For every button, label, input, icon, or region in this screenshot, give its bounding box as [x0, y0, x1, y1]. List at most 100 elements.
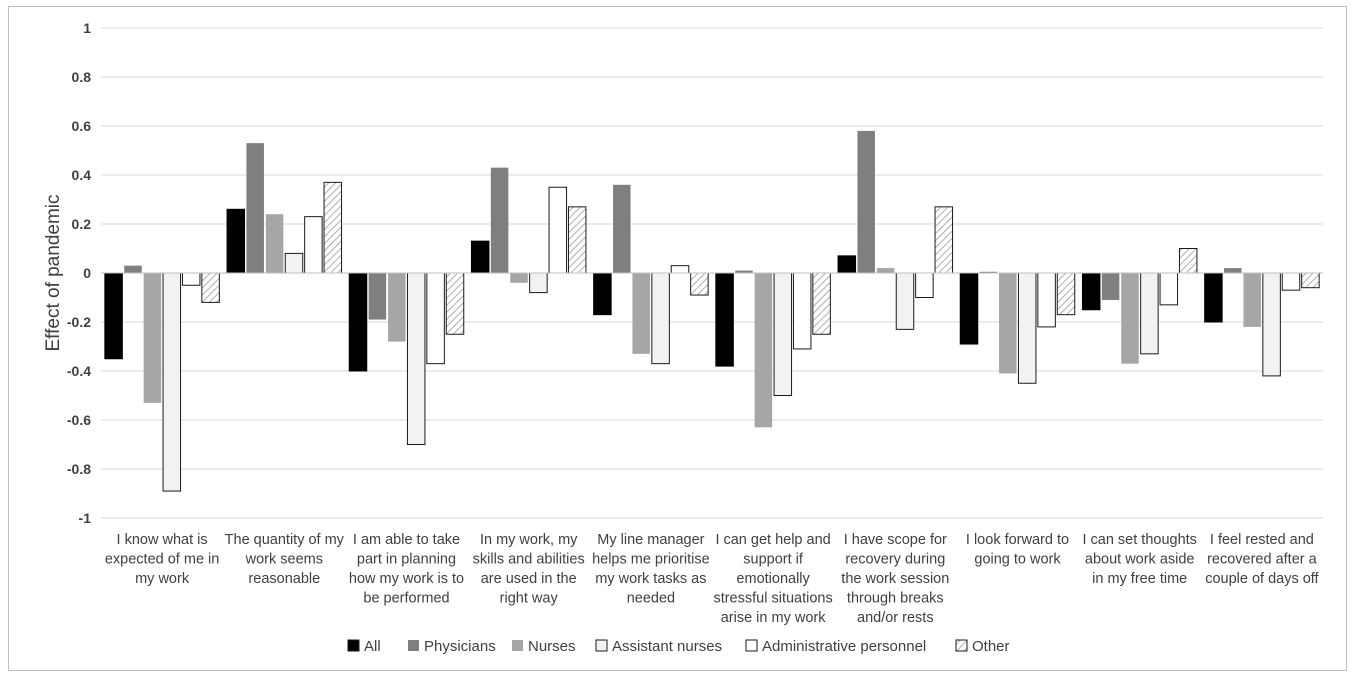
bar-administrative-personnel	[304, 216, 323, 274]
bar-assistant-nurses	[284, 252, 304, 274]
y-tick-label: -0.8	[67, 461, 91, 477]
bar-all	[715, 272, 734, 367]
legend-label: Other	[972, 638, 1010, 655]
bar-physicians	[735, 270, 753, 273]
bar-all	[959, 272, 979, 345]
legend-swatch	[408, 640, 419, 651]
bar-nurses	[632, 273, 650, 354]
bar-physicians	[490, 167, 509, 273]
bar-other	[934, 206, 954, 274]
bar-nurses	[999, 273, 1017, 374]
y-tick-label: 1	[83, 20, 91, 36]
gridlines	[101, 27, 1323, 519]
y-tick-label: -0.2	[67, 314, 91, 330]
y-tick-labels: 1 0.8 0.6 0.4 0.2 0 -0.2 -0.4 -0.6 -0.8 -1	[67, 20, 91, 526]
y-tick-label: 0	[83, 265, 91, 281]
bar-other	[690, 272, 709, 296]
bar-physicians	[368, 273, 387, 320]
bar-assistant-nurses	[162, 272, 182, 492]
bar-other	[812, 272, 831, 335]
bar-nurses	[1243, 273, 1261, 327]
bar-administrative-personnel	[426, 272, 445, 365]
bar-all	[1081, 272, 1101, 311]
bar-assistant-nurses	[406, 272, 426, 445]
bar-all	[1204, 272, 1223, 323]
x-tick-label: I can get help and support if emotionally s…	[713, 532, 832, 626]
bar-administrative-personnel	[1037, 272, 1056, 328]
bar-assistant-nurses	[1017, 272, 1037, 384]
bar-other	[1301, 272, 1320, 289]
bar-assistant-nurses	[651, 272, 670, 365]
bar-physicians	[246, 143, 264, 273]
bar-other	[323, 181, 343, 274]
y-tick-label: 0.8	[72, 69, 92, 85]
bar-other	[1178, 248, 1198, 274]
x-tick-label: I have scope for recovery during the work …	[841, 532, 949, 626]
y-tick-label: -0.6	[67, 412, 91, 428]
bar-nurses	[510, 273, 528, 283]
bar-assistant-nurses	[895, 272, 915, 330]
bar-assistant-nurses	[1140, 272, 1159, 355]
bar-nurses	[1121, 273, 1139, 364]
legend-swatch	[745, 639, 758, 652]
legend-label: Administrative personnel	[762, 638, 926, 655]
chart-frame: Effect of pandemic 1 0.8 0.6 0.4 0.2 0 -0.2 -0.…	[8, 6, 1347, 671]
bar-chart: Effect of pandemic 1 0.8 0.6 0.4 0.2 0 -0.2 -0.…	[43, 20, 1323, 655]
bar-physicians	[613, 184, 631, 273]
legend: All Physicians Nurses Assistant nurses Admin…	[347, 638, 1010, 655]
y-tick-label: -0.4	[67, 363, 91, 379]
x-tick-label: The quantity of my work seems reasonable	[225, 532, 345, 587]
y-tick-label: 0.6	[72, 118, 92, 134]
x-tick-label: In my work, my skills and abilities are us…	[473, 532, 585, 607]
x-tick-label: I feel rested and recovered after a couple…	[1205, 532, 1319, 587]
bar-other	[567, 206, 587, 274]
bars	[104, 130, 1320, 492]
bar-nurses	[876, 268, 895, 273]
bar-nurses	[388, 273, 406, 342]
y-tick-label: -1	[79, 510, 92, 526]
x-tick-label: My line manager helps me prioritise my wor…	[592, 532, 710, 607]
legend-swatch	[955, 639, 968, 652]
x-tick-label: I am able to take part in planning how my …	[349, 532, 464, 607]
x-tick-label: I look forward to going to work	[966, 532, 1069, 568]
bar-administrative-personnel	[1281, 272, 1301, 291]
x-tick-label: I can set thoughts about work aside in my …	[1082, 532, 1196, 587]
y-axis-label: Effect of pandemic	[43, 194, 64, 351]
bar-all	[837, 255, 857, 274]
x-tick-label: I know what is expected of me in my work	[105, 532, 219, 587]
y-tick-label: 0.4	[72, 167, 92, 183]
bar-nurses	[265, 214, 284, 273]
legend-label: Assistant nurses	[612, 638, 722, 655]
bar-assistant-nurses	[773, 272, 793, 396]
legend-label: Nurses	[528, 638, 576, 655]
bar-nurses	[143, 273, 162, 403]
bar-physicians	[979, 271, 998, 273]
bar-assistant-nurses	[1262, 272, 1281, 377]
bar-physicians	[124, 265, 142, 273]
bar-administrative-personnel	[915, 272, 934, 298]
bar-all	[470, 240, 490, 274]
bar-all	[104, 272, 123, 360]
x-tick-labels: I know what is expected of me in my workTh…	[105, 532, 1320, 626]
bar-administrative-personnel	[181, 272, 201, 286]
bar-other	[445, 272, 465, 335]
bar-nurses	[754, 273, 773, 428]
bar-administrative-personnel	[670, 265, 690, 274]
legend-swatch	[512, 640, 523, 651]
bar-all	[226, 208, 246, 274]
bar-physicians	[1101, 273, 1120, 300]
bar-administrative-personnel	[792, 272, 812, 350]
legend-label: All	[364, 638, 381, 655]
legend-swatch	[595, 639, 608, 652]
bar-administrative-personnel	[1159, 272, 1179, 306]
bar-administrative-personnel	[548, 186, 568, 274]
bar-physicians	[857, 130, 875, 273]
bar-other	[1056, 272, 1076, 316]
bar-all	[593, 272, 612, 316]
bar-all	[348, 272, 368, 372]
y-tick-label: 0.2	[72, 216, 92, 232]
legend-label: Physicians	[424, 638, 496, 655]
bar-physicians	[1224, 268, 1242, 273]
bar-assistant-nurses	[529, 272, 548, 294]
legend-swatch	[347, 639, 360, 652]
